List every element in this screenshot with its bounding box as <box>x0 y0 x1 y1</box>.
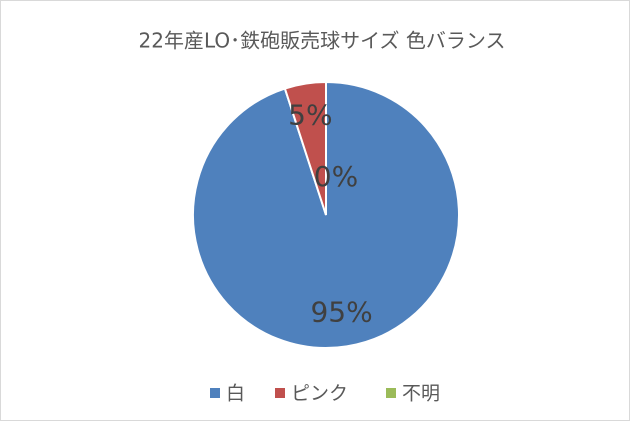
legend-label: 不明 <box>402 383 440 405</box>
legend-swatch <box>210 388 220 398</box>
legend-swatch <box>275 388 285 398</box>
legend-swatch <box>386 388 396 398</box>
data-label: 0% <box>314 160 358 193</box>
data-label: 95% <box>310 296 372 329</box>
chart-title: 22年産LO･鉄砲販売球サイズ 色バランス <box>139 29 506 53</box>
legend-label: ピンク <box>291 383 348 405</box>
data-label: 5% <box>288 98 332 131</box>
legend-label: 白 <box>226 383 245 405</box>
